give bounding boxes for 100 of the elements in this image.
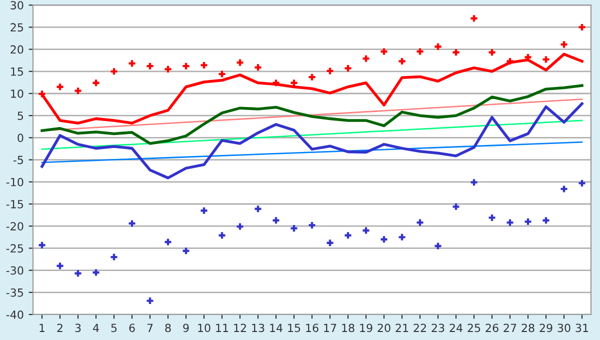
y-tick-label: 30: [10, 1, 24, 10]
point: [506, 219, 514, 226]
point: [470, 179, 478, 186]
x-tick-label: 16: [306, 324, 318, 332]
point: [524, 218, 532, 225]
point: [146, 62, 154, 70]
x-tick-label: 28: [522, 324, 534, 332]
y-tick-label: 25: [10, 23, 23, 32]
x-tick-label: 10: [198, 324, 210, 332]
point: [254, 64, 262, 71]
x-tick-label: 24: [450, 324, 462, 332]
y-tick-label: 5: [18, 112, 23, 120]
point: [254, 206, 262, 212]
point: [398, 234, 406, 240]
point: [488, 49, 496, 56]
x-tick-label: 15: [288, 324, 300, 332]
line-series: [40, 102, 584, 180]
y-tick-label: 20: [10, 45, 24, 54]
x-tick-label: 1: [40, 324, 45, 332]
x-tick-label: 21: [396, 324, 408, 332]
point: [452, 49, 460, 56]
point: [362, 55, 370, 62]
y-tick-label: -35: [6, 288, 23, 297]
point: [236, 59, 244, 66]
y-tick-label: -10: [6, 178, 24, 186]
point: [200, 207, 208, 214]
point: [38, 90, 46, 98]
point: [290, 80, 298, 86]
point: [344, 65, 352, 72]
x-tick-label: 3: [75, 324, 81, 332]
y-tick-label: 15: [11, 68, 23, 76]
line-series: [40, 84, 584, 145]
x-tick-label: 12: [234, 324, 246, 332]
point: [236, 223, 244, 230]
y-tick-label: -25: [6, 244, 23, 253]
point: [308, 222, 316, 228]
point: [398, 58, 406, 64]
point: [470, 15, 478, 22]
x-tick-label: 5: [111, 324, 117, 332]
point: [74, 270, 82, 277]
point: [218, 70, 226, 78]
x-tick-label: 25: [468, 324, 480, 332]
point: [488, 214, 496, 221]
point: [344, 232, 352, 239]
point: [74, 88, 82, 94]
x-tick-label: 13: [252, 324, 264, 332]
x-tick-label: 2: [57, 324, 62, 332]
point: [110, 254, 118, 260]
point: [416, 48, 424, 55]
x-tick-label: 11: [216, 324, 228, 332]
x-tick-label: 29: [540, 324, 552, 332]
point: [56, 84, 64, 90]
point: [308, 74, 316, 80]
point: [128, 60, 136, 67]
y-tick-label: -15: [6, 200, 23, 208]
x-tick-label: 8: [165, 324, 171, 332]
point: [272, 217, 280, 224]
point: [542, 56, 550, 63]
x-tick-label: 4: [93, 324, 99, 332]
x-tick-label: 22: [414, 324, 426, 332]
y-tick-label: 0: [18, 134, 24, 142]
x-tick-label: 6: [129, 324, 135, 332]
point: [578, 24, 586, 30]
x-tick-label: 31: [576, 324, 588, 332]
point: [272, 80, 280, 86]
point: [92, 269, 100, 276]
point: [164, 66, 172, 72]
point: [560, 41, 568, 48]
point: [380, 48, 388, 55]
x-tick-label: 7: [147, 324, 153, 332]
point: [218, 232, 226, 239]
point: [434, 43, 442, 50]
point: [182, 62, 190, 70]
x-tick-label: 26: [486, 324, 498, 332]
y-tick-label: -30: [6, 266, 24, 275]
point: [110, 68, 118, 75]
point: [380, 236, 388, 243]
point: [326, 68, 334, 74]
point: [452, 203, 460, 210]
point: [506, 58, 514, 64]
x-tick-label: 23: [432, 324, 444, 332]
x-tick-label: 30: [558, 324, 570, 332]
y-tick-label: 10: [11, 89, 24, 98]
point: [578, 180, 586, 186]
y-tick-label: -40: [6, 310, 24, 319]
x-tick-label: 14: [270, 324, 282, 332]
point: [92, 80, 100, 86]
point: [542, 217, 550, 224]
point: [326, 240, 334, 246]
x-tick-label: 19: [360, 324, 372, 332]
point: [146, 298, 154, 304]
x-tick-label: 18: [342, 324, 354, 332]
point: [434, 242, 442, 250]
x-tick-label: 20: [378, 324, 390, 332]
y-tick-label: -5: [13, 156, 23, 164]
x-tick-label: 9: [183, 324, 189, 332]
point: [200, 62, 208, 68]
point: [128, 220, 136, 227]
point: [164, 238, 172, 246]
point: [182, 248, 190, 254]
